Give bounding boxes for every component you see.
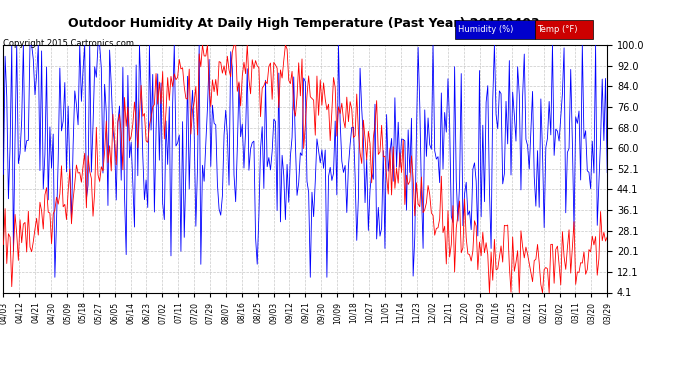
Text: Outdoor Humidity At Daily High Temperature (Past Year) 20150403: Outdoor Humidity At Daily High Temperatu… bbox=[68, 17, 540, 30]
Text: Temp (°F): Temp (°F) bbox=[538, 25, 578, 34]
Text: Humidity (%): Humidity (%) bbox=[458, 25, 513, 34]
Text: Copyright 2015 Cartronics.com: Copyright 2015 Cartronics.com bbox=[3, 39, 135, 48]
